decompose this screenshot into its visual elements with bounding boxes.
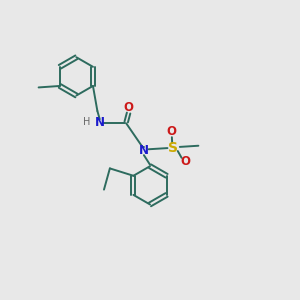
Text: N: N — [139, 144, 149, 157]
Text: O: O — [124, 101, 134, 114]
Text: S: S — [168, 141, 178, 155]
Text: H: H — [83, 117, 91, 127]
Text: O: O — [167, 125, 177, 138]
Text: O: O — [180, 155, 190, 168]
Text: N: N — [95, 116, 105, 129]
